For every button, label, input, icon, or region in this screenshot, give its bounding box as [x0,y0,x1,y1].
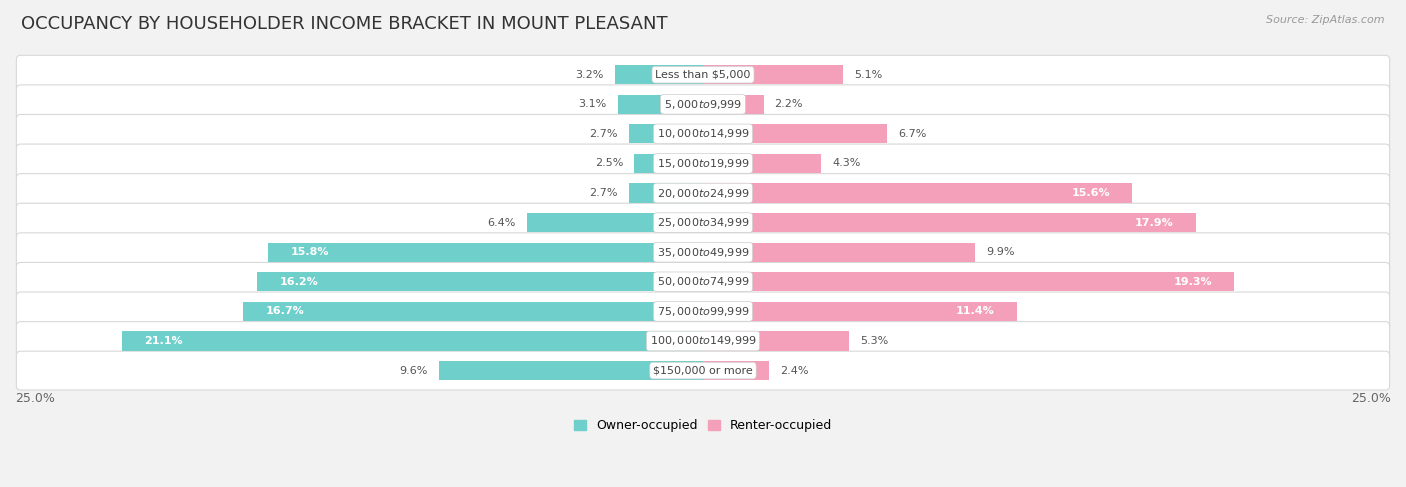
FancyBboxPatch shape [17,203,1389,242]
Text: 11.4%: 11.4% [956,306,994,317]
Text: 2.7%: 2.7% [589,129,617,139]
Bar [703,361,769,380]
Text: 25.0%: 25.0% [1351,392,1391,405]
Text: $10,000 to $14,999: $10,000 to $14,999 [657,128,749,140]
Text: 6.4%: 6.4% [488,218,516,227]
FancyBboxPatch shape [17,292,1389,331]
Text: 19.3%: 19.3% [1174,277,1212,287]
Text: 15.6%: 15.6% [1071,188,1111,198]
Legend: Owner-occupied, Renter-occupied: Owner-occupied, Renter-occupied [568,414,838,437]
Bar [614,65,703,84]
FancyBboxPatch shape [17,85,1389,124]
Text: 4.3%: 4.3% [832,158,860,169]
Text: 21.1%: 21.1% [145,336,183,346]
Text: 25.0%: 25.0% [15,392,55,405]
Text: 16.7%: 16.7% [266,306,304,317]
Text: 16.2%: 16.2% [280,277,318,287]
Text: Less than $5,000: Less than $5,000 [655,70,751,80]
FancyBboxPatch shape [17,144,1389,183]
Text: 6.7%: 6.7% [898,129,927,139]
Bar [703,213,1195,232]
Text: Source: ZipAtlas.com: Source: ZipAtlas.com [1267,15,1385,25]
Text: $150,000 or more: $150,000 or more [654,366,752,375]
Text: 15.8%: 15.8% [290,247,329,257]
Bar [703,124,887,144]
Bar [703,272,1234,291]
Bar [527,213,703,232]
Bar [628,184,703,203]
Text: $100,000 to $149,999: $100,000 to $149,999 [650,335,756,348]
FancyBboxPatch shape [17,56,1389,94]
Text: OCCUPANCY BY HOUSEHOLDER INCOME BRACKET IN MOUNT PLEASANT: OCCUPANCY BY HOUSEHOLDER INCOME BRACKET … [21,15,668,33]
Text: 5.3%: 5.3% [860,336,889,346]
FancyBboxPatch shape [17,114,1389,153]
Text: 2.5%: 2.5% [595,158,623,169]
Text: $50,000 to $74,999: $50,000 to $74,999 [657,275,749,288]
FancyBboxPatch shape [17,174,1389,212]
FancyBboxPatch shape [17,321,1389,360]
Text: $35,000 to $49,999: $35,000 to $49,999 [657,246,749,259]
Text: 17.9%: 17.9% [1135,218,1174,227]
Text: 2.7%: 2.7% [589,188,617,198]
Bar [703,65,844,84]
Bar [703,154,821,173]
Bar [703,94,763,114]
Text: $15,000 to $19,999: $15,000 to $19,999 [657,157,749,170]
Text: 9.6%: 9.6% [399,366,427,375]
FancyBboxPatch shape [17,262,1389,301]
Text: 2.2%: 2.2% [775,99,803,109]
Bar [439,361,703,380]
FancyBboxPatch shape [17,233,1389,272]
Text: 3.2%: 3.2% [575,70,605,80]
Text: $75,000 to $99,999: $75,000 to $99,999 [657,305,749,318]
Bar [122,331,703,351]
Text: $5,000 to $9,999: $5,000 to $9,999 [664,98,742,111]
Text: $25,000 to $34,999: $25,000 to $34,999 [657,216,749,229]
Bar [269,243,703,262]
Bar [243,302,703,321]
Bar [703,243,976,262]
Bar [617,94,703,114]
Text: 9.9%: 9.9% [987,247,1015,257]
Bar [703,302,1017,321]
Text: $20,000 to $24,999: $20,000 to $24,999 [657,187,749,200]
Bar [628,124,703,144]
Text: 5.1%: 5.1% [855,70,883,80]
FancyBboxPatch shape [17,351,1389,390]
Bar [703,331,849,351]
Bar [634,154,703,173]
Bar [257,272,703,291]
Text: 3.1%: 3.1% [578,99,606,109]
Text: 2.4%: 2.4% [780,366,808,375]
Bar [703,184,1132,203]
